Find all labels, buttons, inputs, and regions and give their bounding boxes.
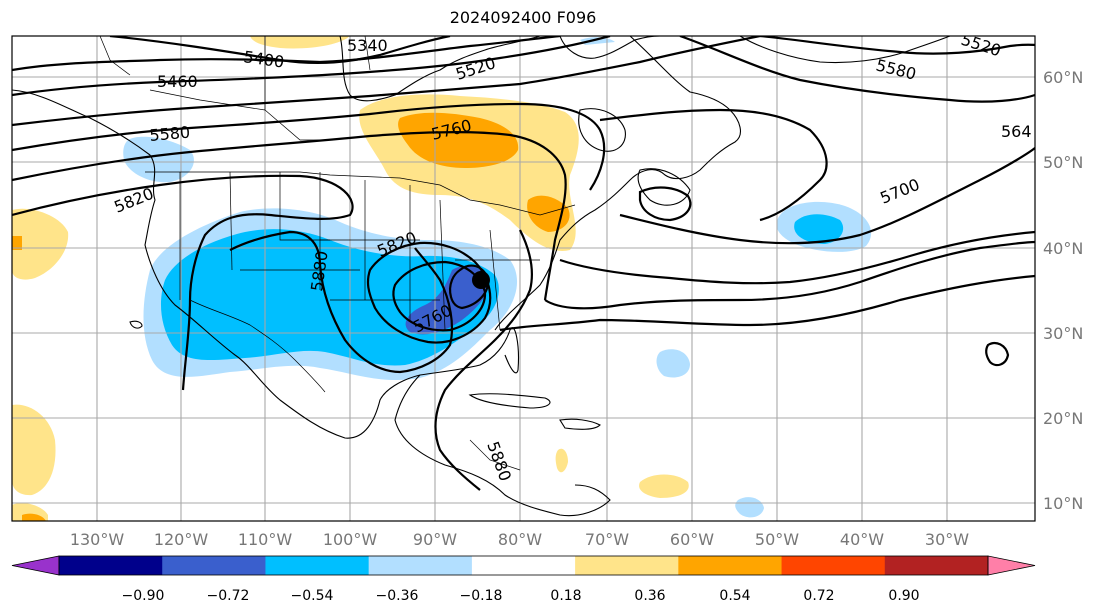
positive-anomaly-west-edge xyxy=(12,208,69,280)
negative-anomaly-small3 xyxy=(580,37,615,45)
colorbar-box xyxy=(678,556,783,575)
colorbar-label-n090: −0.90 xyxy=(122,588,165,604)
colorbar-box xyxy=(265,556,370,575)
colorbar-extend-high xyxy=(987,555,1036,576)
negative-anomaly-small1 xyxy=(656,349,690,378)
lon-label-90w: 90°W xyxy=(413,530,457,549)
contour-label-564: 564 xyxy=(1001,122,1032,141)
latitude-axis: 60°N 50°N 40°N 30°N 20°N 10°N xyxy=(1043,68,1083,513)
contour-label-5580-west: 5580 xyxy=(149,123,191,145)
colorbar-box xyxy=(368,556,473,575)
colorbar-label-p090: 0.90 xyxy=(888,588,919,604)
lat-label-10n: 10°N xyxy=(1043,494,1083,513)
lat-label-30n: 30°N xyxy=(1043,324,1083,343)
negative-anomaly-atlantic-core xyxy=(794,214,844,244)
positive-anomaly-caribbean xyxy=(639,474,689,498)
colorbar-label-p036: 0.36 xyxy=(634,588,665,604)
colorbar-box xyxy=(884,556,989,575)
colorbar-extend-low xyxy=(11,555,60,576)
lat-label-40n: 40°N xyxy=(1043,239,1083,258)
colorbar-box xyxy=(471,556,576,575)
positive-anomaly-west-edge-orange xyxy=(12,236,22,250)
colorbar xyxy=(11,555,1036,576)
contour-label-5460: 5460 xyxy=(157,72,198,91)
colorbar-outline xyxy=(58,555,989,576)
colorbar-label-n036: −0.36 xyxy=(376,588,419,604)
lat-label-60n: 60°N xyxy=(1043,68,1083,87)
lat-label-20n: 20°N xyxy=(1043,409,1083,428)
lon-label-80w: 80°W xyxy=(498,530,542,549)
colorbar-label-p054: 0.54 xyxy=(719,588,750,604)
lon-label-70w: 70°W xyxy=(585,530,629,549)
positive-anomaly-sw-orange xyxy=(22,513,46,521)
lon-label-30w: 30°W xyxy=(925,530,969,549)
colorbar-box xyxy=(162,556,266,575)
lon-label-60w: 60°W xyxy=(670,530,714,549)
colorbar-label-n054: −0.54 xyxy=(291,588,334,604)
positive-anomaly-canada-orange xyxy=(398,112,519,168)
lon-label-130w: 130°W xyxy=(70,530,125,549)
colorbar-label-p072: 0.72 xyxy=(803,588,834,604)
colorbar-label-n018: −0.18 xyxy=(460,588,503,604)
colorbar-label-n072: −0.72 xyxy=(207,588,250,604)
anomaly-shading xyxy=(12,36,872,521)
longitude-axis: 130°W 120°W 110°W 100°W 90°W 80°W 70°W 6… xyxy=(70,530,969,549)
colorbar-label-p018: 0.18 xyxy=(550,588,581,604)
lon-label-110w: 110°W xyxy=(238,530,293,549)
negative-anomaly-small2 xyxy=(735,497,764,518)
positive-anomaly-small xyxy=(555,448,568,473)
colorbar-box xyxy=(781,556,886,575)
positive-anomaly-north xyxy=(250,36,350,49)
low-center-marker xyxy=(472,271,490,289)
lon-label-100w: 100°W xyxy=(323,530,378,549)
map-title: 2024092400 F096 xyxy=(449,8,597,27)
map-frame xyxy=(11,35,1036,522)
positive-anomaly-sw xyxy=(12,404,56,496)
colorbar-box xyxy=(59,556,163,575)
lon-label-40w: 40°W xyxy=(840,530,884,549)
lon-label-120w: 120°W xyxy=(154,530,209,549)
coastlines xyxy=(12,36,1009,517)
height-contours xyxy=(12,36,1035,491)
lat-label-50n: 50°N xyxy=(1043,153,1083,172)
political-borders xyxy=(99,36,576,471)
colorbar-box xyxy=(575,556,679,575)
colorbar-labels: −0.90 −0.72 −0.54 −0.36 −0.18 0.18 0.36 … xyxy=(122,588,920,604)
contour-label-5340: 5340 xyxy=(347,36,388,55)
lon-label-50w: 50°W xyxy=(755,530,799,549)
graticule xyxy=(12,36,1035,521)
